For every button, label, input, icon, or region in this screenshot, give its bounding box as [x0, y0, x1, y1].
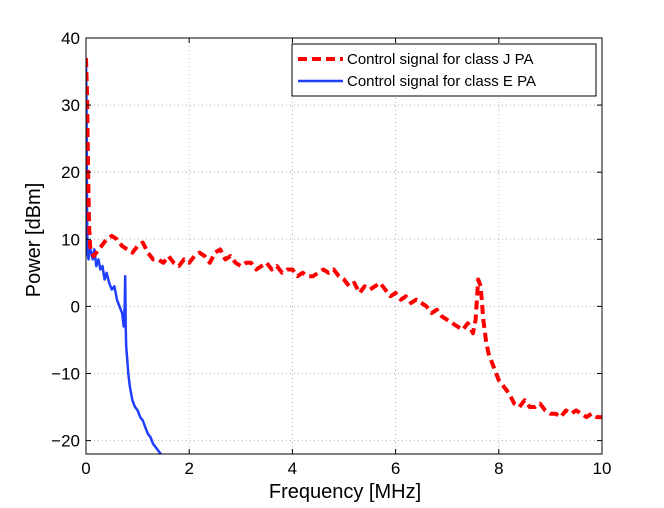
- x-axis-label: Frequency [MHz]: [269, 481, 421, 503]
- y-tick-label: 40: [61, 29, 80, 48]
- axis-ticks: 0 2 4 6 8 10 −20 −10 0 10 20 30 40: [51, 29, 611, 478]
- y-axis-label: Power [dBm]: [23, 183, 45, 297]
- y-tick-label: 30: [61, 96, 80, 115]
- x-tick-label: 2: [184, 459, 193, 478]
- legend-label-class-e: Control signal for class E PA: [347, 73, 536, 90]
- series-line-class-j: [86, 58, 602, 420]
- y-tick-label: −10: [51, 364, 80, 383]
- legend-box: [291, 43, 597, 97]
- y-tick-label: 20: [61, 163, 80, 182]
- plot-frame: [85, 37, 603, 455]
- y-tick-label: 0: [71, 297, 80, 316]
- x-tick-label: 8: [494, 459, 503, 478]
- legend: Control signal for class J PA Control si…: [291, 43, 597, 97]
- x-tick-label: 0: [81, 459, 90, 478]
- x-tick-label: 10: [593, 459, 612, 478]
- x-tick-label: 4: [288, 459, 297, 478]
- x-tick-label: 6: [391, 459, 400, 478]
- plot-series: [86, 58, 602, 454]
- legend-label-class-j: Control signal for class J PA: [347, 51, 533, 68]
- y-tick-label: 10: [61, 230, 80, 249]
- y-tick-label: −20: [51, 432, 80, 451]
